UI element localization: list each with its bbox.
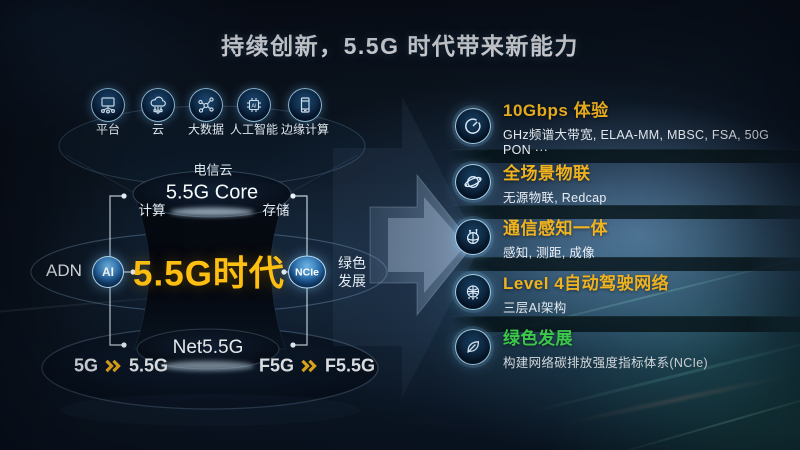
platform-icon (91, 88, 125, 122)
ncie-badge: NCIe (288, 255, 326, 289)
background-streak (604, 384, 800, 450)
benefit-subtitle-2: 感知, 测距, 成像 (503, 245, 595, 260)
benefit-autonomous: Level 4自动驾驶网络 三层AI架构 (455, 270, 670, 315)
mobile-evolution: 5G 5.5G (74, 356, 168, 377)
double-chevron-icon (105, 359, 121, 373)
ai-badge-label: AI (102, 265, 114, 279)
separator-band (452, 149, 800, 163)
benefit-subtitle-1: 无源物联, Redcap (503, 190, 607, 205)
fixed-from-label: F5G (258, 355, 294, 376)
mobile-from-label: 5G (73, 355, 98, 376)
edge-computing-icon (288, 88, 322, 122)
separator-band (452, 257, 800, 271)
separator-band (452, 205, 800, 219)
separator-band (452, 316, 800, 332)
big-data-label: 大数据 (187, 122, 225, 137)
mobile-to-label: 5.5G (128, 355, 169, 376)
ai-label: 人工智能 (229, 122, 279, 137)
benefit-subtitle-0: GHz频谱大带宽, ELAA-MM, MBSC, FSA, 50G PON ··… (503, 127, 770, 157)
leaf-icon (455, 329, 491, 365)
core-label: 5.5G Core (165, 181, 259, 204)
adn-label: ADN (46, 261, 82, 280)
benefit-sensing: 通信感知一体 感知, 测距, 成像 (455, 215, 608, 260)
benefit-iot: 全场景物联 无源物联, Redcap (455, 160, 607, 205)
sensing-globe-icon (455, 219, 491, 255)
big-data-icon (189, 88, 223, 122)
benefit-subtitle-4: 构建网络碳排放强度指标体系(NCIe) (503, 355, 709, 370)
ncie-badge-label: NCIe (295, 266, 319, 278)
telecom-cloud-label: 电信云 (193, 162, 233, 178)
benefit-title-2: 通信感知一体 (503, 218, 608, 238)
iot-globe-icon (455, 164, 491, 200)
net-label: Net5.5G (172, 337, 244, 358)
double-chevron-icon (301, 359, 317, 373)
green-development-label-line2: 发展 (338, 273, 366, 289)
benefit-title-3: Level 4自动驾驶网络 (503, 273, 670, 293)
ai-badge: AI (92, 256, 124, 288)
benefit-subtitle-3: 三层AI架构 (503, 300, 567, 315)
era-title: 5.5G时代 (133, 254, 285, 294)
benefit-green: 绿色发展 构建网络碳排放强度指标体系(NCIe) (455, 325, 709, 370)
background-streak (561, 370, 799, 428)
green-development-label-line1: 绿色 (338, 255, 366, 271)
autonomous-network-icon (455, 274, 491, 310)
svg-text:AI: AI (251, 103, 257, 109)
benefit-title-1: 全场景物联 (503, 163, 591, 183)
cloud-icon (141, 88, 175, 122)
ai-chip-icon: AI (237, 88, 271, 122)
platform-label: 平台 (95, 122, 121, 137)
benefit-title-4: 绿色发展 (503, 328, 573, 348)
benefit-10gbps: 10Gbps 体验 GHz频谱大带宽, ELAA-MM, MBSC, FSA, … (455, 101, 800, 157)
gauge-icon (455, 108, 491, 144)
cloud-label: 云 (151, 122, 165, 137)
edge-computing-label: 边缘计算 (280, 122, 330, 137)
page-title: 持续创新，5.5G 时代带来新能力 (221, 33, 579, 59)
fixed-to-label: F5.5G (324, 355, 376, 376)
benefit-title-0: 10Gbps 体验 (503, 100, 609, 120)
storage-label: 存储 (262, 203, 290, 218)
compute-label: 计算 (138, 203, 166, 218)
fixed-evolution: F5G F5.5G (259, 356, 375, 377)
